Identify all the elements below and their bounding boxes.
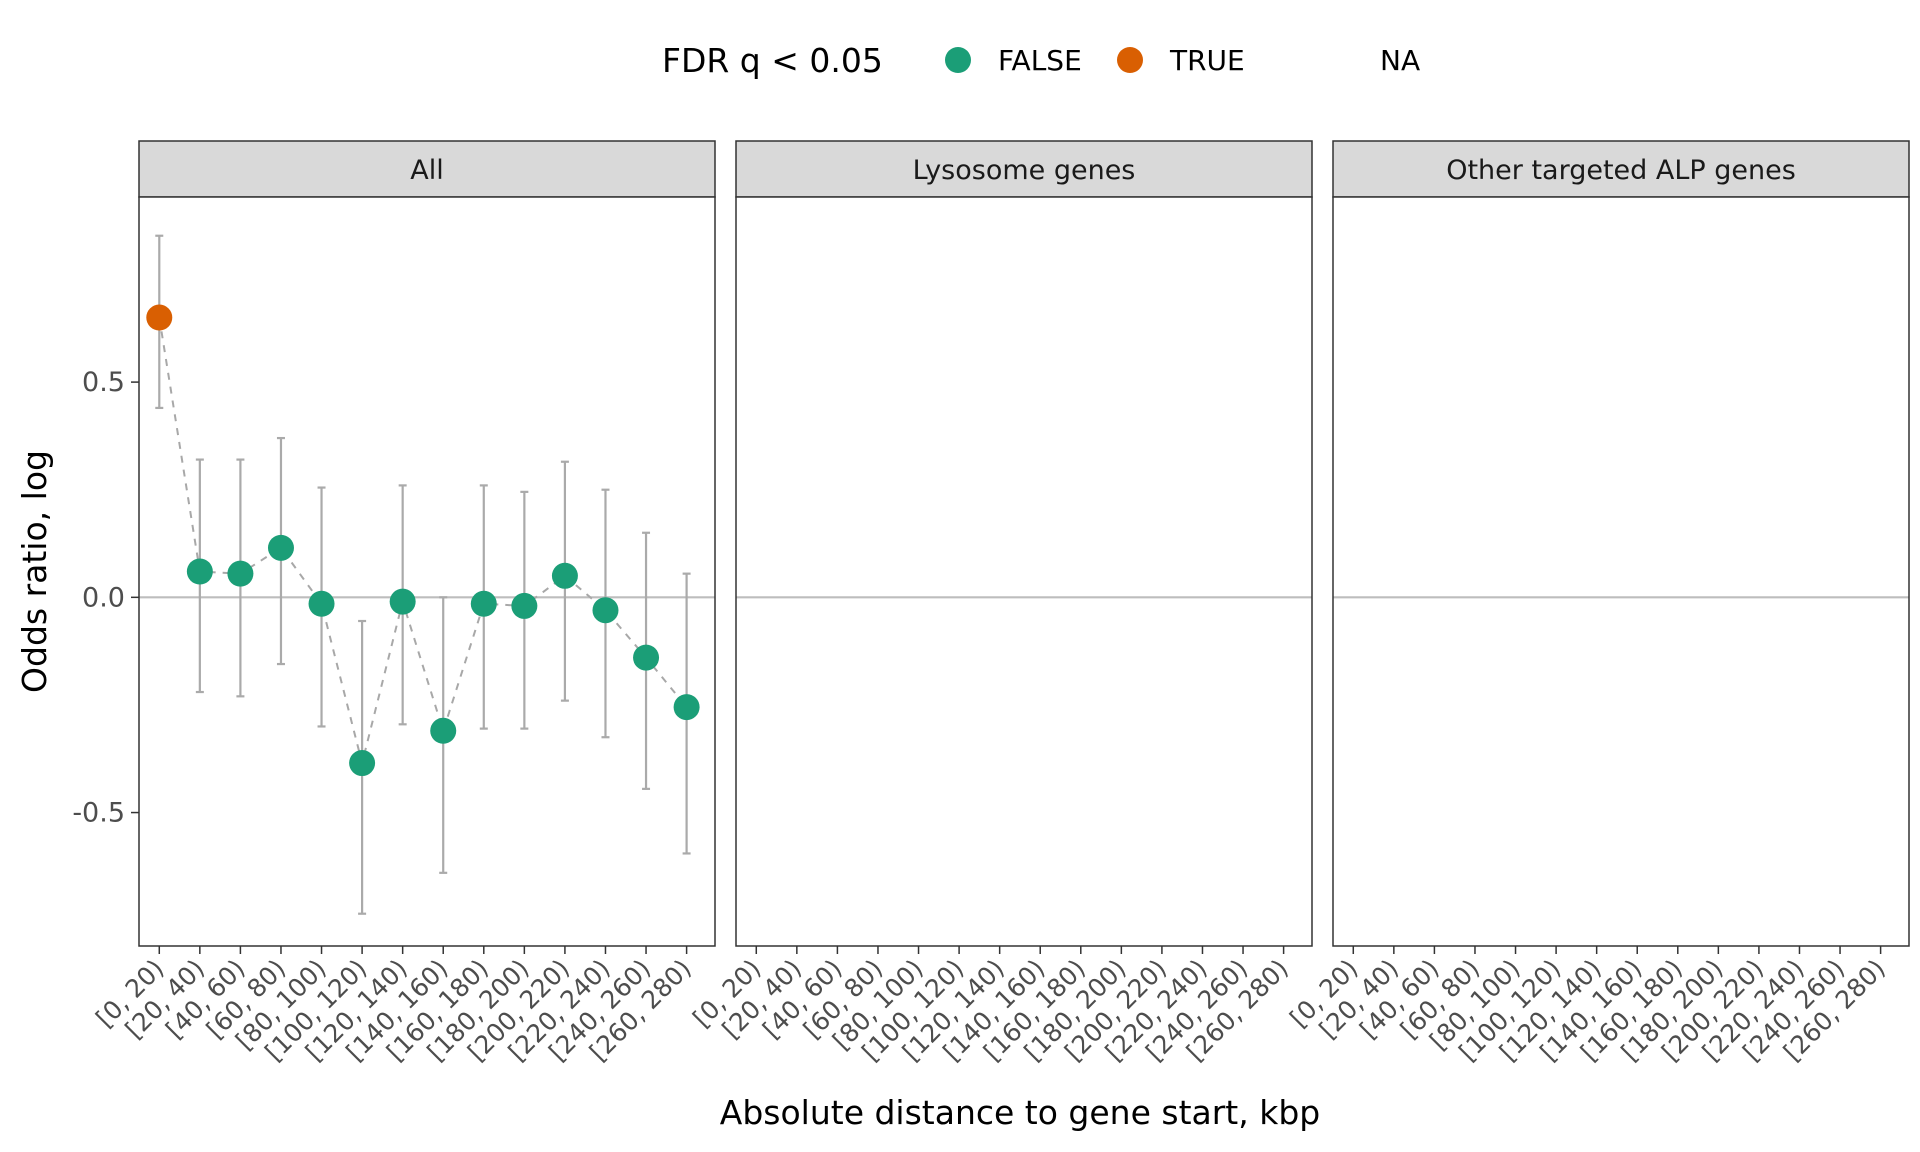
legend-label-false: FALSE xyxy=(998,44,1082,77)
data-point xyxy=(470,590,497,617)
data-point xyxy=(308,590,335,617)
data-point xyxy=(592,597,619,624)
legend: FDR q < 0.05 FALSE TRUE NA xyxy=(662,41,1420,80)
facet-strip-label: All xyxy=(410,155,443,186)
legend-title: FDR q < 0.05 xyxy=(662,41,883,80)
y-tick-label: 0.5 xyxy=(82,367,125,398)
panel-background xyxy=(139,197,715,946)
panel-border xyxy=(138,196,716,947)
facet-panels: All[0, 20)[20, 40)[40, 60)[60, 80)[80, 1… xyxy=(72,140,1910,1067)
legend-label-true: TRUE xyxy=(1169,44,1245,77)
data-point xyxy=(430,717,457,744)
y-axis-label: Odds ratio, log xyxy=(15,450,54,693)
facet-strip xyxy=(735,140,1313,198)
legend-key-false xyxy=(945,47,971,73)
facet-panel-2: Other targeted ALP genes[0, 20)[20, 40)[… xyxy=(1284,140,1910,1067)
data-point xyxy=(186,558,213,585)
panel-background xyxy=(1333,197,1909,946)
data-point xyxy=(389,588,416,615)
data-point xyxy=(551,562,578,589)
y-tick-label: 0.0 xyxy=(82,582,125,613)
data-point xyxy=(673,694,700,721)
panel-border xyxy=(1332,196,1910,947)
legend-key-true xyxy=(1117,47,1143,73)
data-point xyxy=(633,644,660,671)
facet-strip xyxy=(1332,140,1910,198)
panel-background xyxy=(736,197,1312,946)
data-point xyxy=(146,304,173,331)
legend-entries: FALSE TRUE NA xyxy=(945,44,1420,77)
facet-strip-label: Other targeted ALP genes xyxy=(1446,155,1796,186)
y-axis: -0.5 0.0 0.5 xyxy=(72,367,139,829)
legend-label-na: NA xyxy=(1380,44,1420,77)
facet-panel-0: All[0, 20)[20, 40)[40, 60)[60, 80)[80, 1… xyxy=(90,140,716,1067)
panel-border xyxy=(735,196,1313,947)
data-point xyxy=(349,750,376,777)
x-axis-label: Absolute distance to gene start, kbp xyxy=(720,1093,1320,1132)
facet-strip-label: Lysosome genes xyxy=(913,155,1136,186)
y-tick-label: -0.5 xyxy=(72,798,125,829)
facet-panel-1: Lysosome genes[0, 20)[20, 40)[40, 60)[60… xyxy=(687,140,1313,1067)
facet-strip xyxy=(138,140,716,198)
data-point xyxy=(267,534,294,561)
data-point xyxy=(511,592,538,619)
data-point xyxy=(227,560,254,587)
